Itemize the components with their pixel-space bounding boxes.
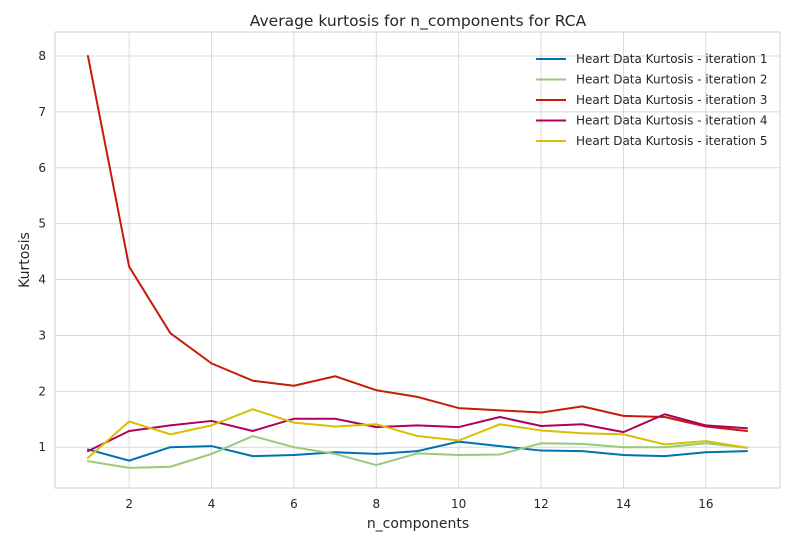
legend-item: Heart Data Kurtosis - iteration 3 [536, 93, 767, 107]
y-tick-label: 8 [38, 49, 46, 63]
series-line-iteration-4 [86, 413, 749, 453]
legend: Heart Data Kurtosis - iteration 1 Heart D… [536, 52, 767, 148]
x-tick-label: 12 [533, 497, 548, 511]
legend-item: Heart Data Kurtosis - iteration 1 [536, 52, 767, 66]
plot-area [54, 31, 781, 489]
legend-label: Heart Data Kurtosis - iteration 3 [576, 93, 767, 107]
x-tick-label: 8 [372, 497, 380, 511]
legend-item: Heart Data Kurtosis - iteration 2 [536, 73, 767, 87]
y-tick-label: 6 [38, 161, 46, 175]
legend-label: Heart Data Kurtosis - iteration 1 [576, 52, 767, 66]
x-tick-label: 16 [698, 497, 713, 511]
series-line-iteration-1 [86, 440, 749, 462]
series-line-iteration-2 [86, 435, 749, 469]
series-group [86, 55, 749, 469]
legend-label: Heart Data Kurtosis - iteration 2 [576, 73, 767, 87]
y-tick-label: 7 [38, 105, 46, 119]
x-tick-label: 4 [208, 497, 216, 511]
y-tick-label: 4 [38, 273, 46, 287]
series-line-iteration-3 [86, 55, 749, 432]
x-axis-label: n_components [367, 516, 469, 532]
y-tick-label: 1 [38, 440, 46, 454]
x-tick-label: 14 [616, 497, 631, 511]
x-tick-label: 10 [451, 497, 466, 511]
chart-title: Average kurtosis for n_components for RC… [250, 12, 587, 31]
y-tick-label: 3 [38, 328, 46, 342]
legend-item: Heart Data Kurtosis - iteration 5 [536, 134, 767, 148]
x-tick-label: 2 [125, 497, 133, 511]
y-tick-label: 5 [38, 217, 46, 231]
legend-item: Heart Data Kurtosis - iteration 4 [536, 114, 767, 128]
x-tick-label: 6 [290, 497, 298, 511]
legend-label: Heart Data Kurtosis - iteration 5 [576, 134, 767, 148]
y-axis-label: Kurtosis [17, 232, 33, 288]
series-line-iteration-5 [86, 408, 749, 459]
y-tick-label: 2 [38, 384, 46, 398]
legend-label: Heart Data Kurtosis - iteration 4 [576, 114, 767, 128]
